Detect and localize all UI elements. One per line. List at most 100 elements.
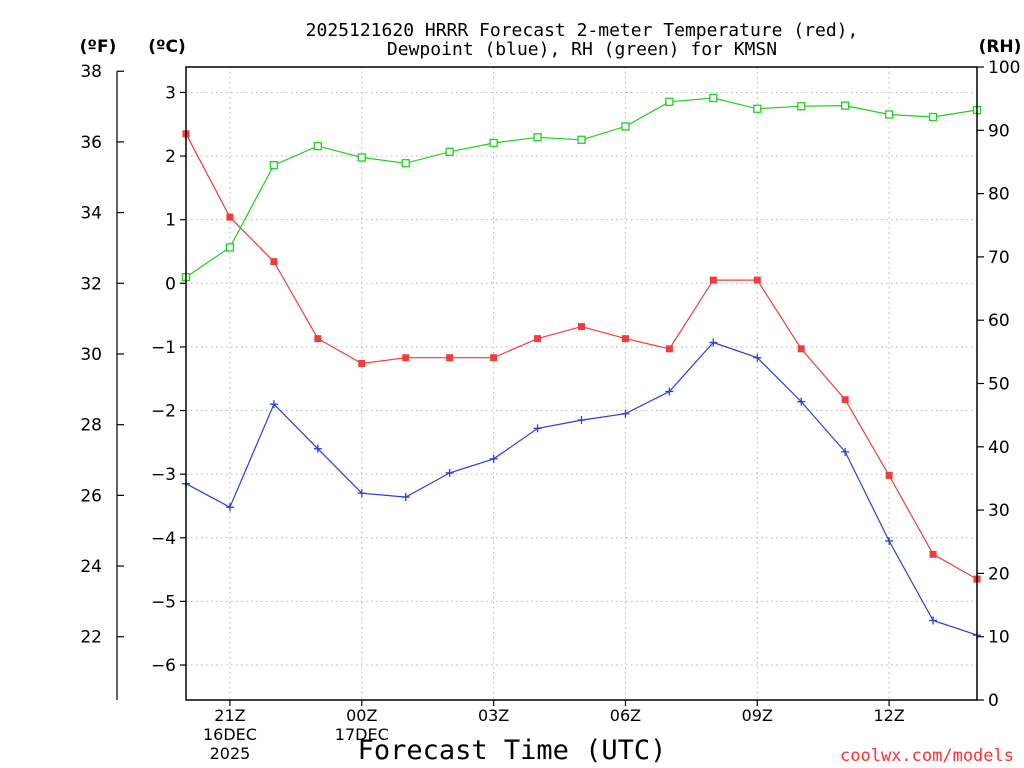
celsius-tick-label: −5 xyxy=(151,592,176,612)
temperature-point xyxy=(753,276,761,284)
dewpoint-point xyxy=(401,493,410,502)
fahrenheit-tick-label: 36 xyxy=(80,133,102,153)
fahrenheit-tick-label: 30 xyxy=(80,345,102,365)
temperature-point xyxy=(578,323,585,331)
fahrenheit-tick-label: 24 xyxy=(80,557,102,577)
rh-line xyxy=(185,97,978,278)
rh-point xyxy=(753,104,762,113)
rh-tick-label: 70 xyxy=(988,248,1010,268)
chart-title-line1: 2025121620 HRRR Forecast 2-meter Tempera… xyxy=(306,20,859,41)
temperature-point xyxy=(226,213,234,221)
x-axis-label: Forecast Time (UTC) xyxy=(358,735,667,766)
dewpoint-point xyxy=(621,409,630,418)
dewpoint-point xyxy=(841,447,850,456)
temperature-point xyxy=(270,258,278,266)
rh-point xyxy=(797,102,806,111)
dewpoint-point xyxy=(665,387,674,396)
fahrenheit-axis: 22 24 26 28 30 32 34 36 38 xyxy=(80,62,124,700)
temperature-point xyxy=(534,335,542,343)
celsius-tick-label: −1 xyxy=(151,338,176,358)
dewpoint-point xyxy=(533,424,542,433)
time-tick-label: 09Z xyxy=(742,706,773,725)
time-tick-label: 03Z xyxy=(478,706,509,725)
series-rh xyxy=(181,93,982,282)
celsius-tick-label: 2 xyxy=(165,147,176,167)
dewpoint-point xyxy=(709,338,718,347)
celsius-tick-label: −2 xyxy=(151,402,176,422)
dewpoint-point xyxy=(885,536,894,545)
fahrenheit-unit-label: (ºF) xyxy=(80,37,117,57)
time-tick-label: 2025 xyxy=(210,744,251,763)
time-tick-label: 12Z xyxy=(873,706,904,725)
dewpoint-line xyxy=(185,341,978,636)
time-tick-label: 06Z xyxy=(610,706,641,725)
rh-tick-label: 0 xyxy=(988,691,999,711)
time-tick-label: 16DEC xyxy=(203,725,257,744)
rh-point xyxy=(313,141,322,151)
time-tick-label: 21Z xyxy=(214,706,245,725)
dewpoint-point xyxy=(577,416,586,425)
temperature-line xyxy=(185,133,978,580)
dewpoint-point xyxy=(225,503,234,512)
celsius-tick-label: −6 xyxy=(151,656,176,676)
fahrenheit-tick-label: 22 xyxy=(80,628,102,648)
dewpoint-point xyxy=(797,397,806,406)
rh-tick-label: 40 xyxy=(988,438,1010,458)
rh-point xyxy=(489,138,498,148)
rh-tick-label: 80 xyxy=(988,185,1010,205)
dewpoint-point xyxy=(357,489,366,498)
rh-point xyxy=(225,243,235,252)
plot-series xyxy=(181,93,982,640)
fahrenheit-tick-label: 28 xyxy=(80,416,102,436)
rh-point xyxy=(577,135,586,144)
fahrenheit-tick-label: 34 xyxy=(80,204,102,224)
celsius-unit-label: (ºC) xyxy=(148,37,186,57)
dewpoint-point xyxy=(753,353,762,362)
time-tick-label: 00Z xyxy=(346,706,377,725)
rh-point xyxy=(928,112,938,122)
temperature-point xyxy=(621,335,629,343)
celsius-axis: −6 −5 −4 −3 −2 −1 0 1 2 3 xyxy=(151,83,186,676)
rh-tick-label: 30 xyxy=(988,501,1010,521)
rh-point xyxy=(401,159,410,168)
temperature-point xyxy=(490,354,498,362)
grid-lines xyxy=(186,67,977,700)
temperature-point xyxy=(885,471,893,479)
site-credit: coolwx.com/models xyxy=(840,746,1014,766)
dewpoint-point xyxy=(929,616,938,625)
temperature-point xyxy=(665,345,673,353)
rh-unit-label: (RH) xyxy=(979,37,1022,57)
temperature-point xyxy=(314,335,322,343)
temperature-point xyxy=(797,345,805,353)
fahrenheit-tick-label: 26 xyxy=(80,486,102,506)
rh-point xyxy=(533,133,542,142)
rh-point xyxy=(621,122,630,131)
plot-frame xyxy=(185,66,978,701)
rh-tick-label: 100 xyxy=(988,58,1020,78)
temperature-point xyxy=(841,396,849,404)
rh-tick-label: 20 xyxy=(988,564,1010,584)
rh-point xyxy=(269,160,279,170)
temperature-point xyxy=(709,276,717,284)
temperature-point xyxy=(446,354,454,362)
dewpoint-point xyxy=(489,454,498,463)
series-dewpoint xyxy=(182,338,981,640)
celsius-tick-label: −3 xyxy=(151,465,176,485)
rh-point xyxy=(357,153,366,162)
celsius-tick-label: −4 xyxy=(151,529,176,549)
rh-point xyxy=(665,97,674,106)
rh-tick-label: 90 xyxy=(988,121,1010,141)
celsius-tick-label: 1 xyxy=(165,211,176,231)
fahrenheit-tick-label: 32 xyxy=(80,274,102,294)
temperature-point xyxy=(929,550,937,558)
dewpoint-point xyxy=(269,400,278,409)
rh-tick-label: 50 xyxy=(988,375,1010,395)
rh-tick-label: 10 xyxy=(988,628,1010,648)
series-temperature xyxy=(182,130,981,583)
celsius-tick-label: 0 xyxy=(165,274,176,294)
fahrenheit-tick-label: 38 xyxy=(80,62,102,82)
dewpoint-point xyxy=(445,468,454,477)
temperature-point xyxy=(402,354,410,362)
